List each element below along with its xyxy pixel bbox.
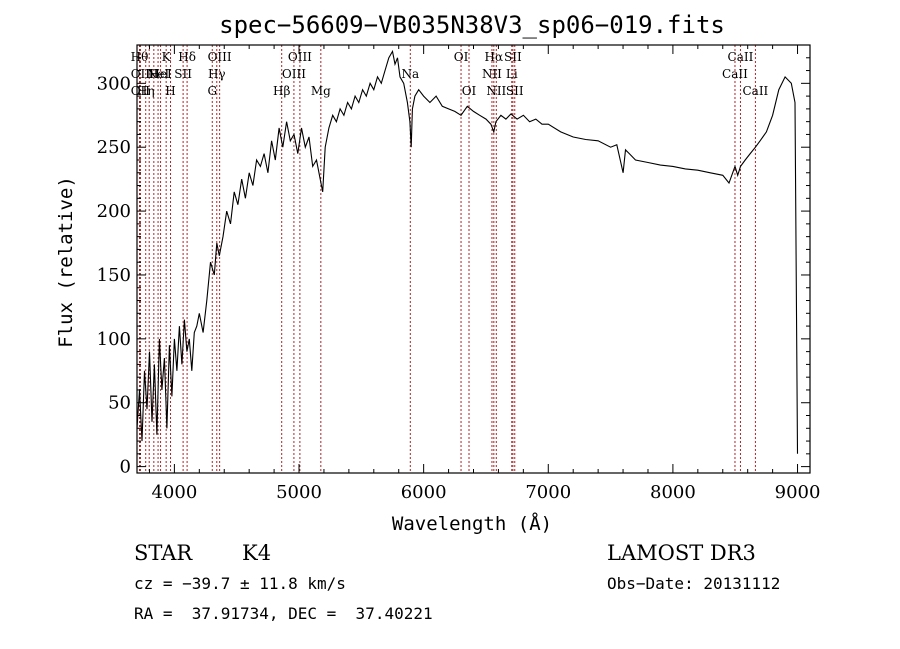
marker-label-25: Li xyxy=(506,67,518,81)
chart-title: spec−56609−VB035N38V3_sp06−019.fits xyxy=(219,11,725,39)
marker-label-14: OIII xyxy=(208,50,232,64)
y-tick-label-3: 150 xyxy=(97,265,131,286)
marker-label-7: HeI xyxy=(149,67,172,81)
x-axis-label: Wavelength (Å) xyxy=(392,512,552,535)
marker-label-28: CaII xyxy=(722,67,748,81)
marker-label-11: Hδ xyxy=(178,50,196,64)
x-axis-ticks: 4000 5000 6000 7000 8000 9000 xyxy=(148,45,821,503)
redshift-readout: cz = −39.7 ± 11.8 km/s xyxy=(134,574,346,593)
object-class: STAR xyxy=(134,541,193,565)
emission-line-labels: HθOIIOIIHηHNeIHeIKHSIIHδGHγOIIIHβOIIIOII… xyxy=(131,50,769,98)
x-tick-label-5: 9000 xyxy=(775,482,821,503)
marker-label-15: Hβ xyxy=(273,84,290,98)
marker-label-26: SII xyxy=(504,50,522,64)
marker-label-5: H xyxy=(149,67,159,81)
marker-label-16: OIII xyxy=(282,67,306,81)
marker-label-1: OII xyxy=(131,67,151,81)
marker-label-10: SII xyxy=(174,67,192,81)
y-axis-ticks: 0 50 100 150 200 250 300 xyxy=(97,57,810,478)
emission-line-markers xyxy=(138,45,756,473)
marker-label-18: Mg xyxy=(311,84,331,98)
marker-label-6: NeI xyxy=(147,67,170,81)
plot-frame xyxy=(136,44,811,474)
survey-name: LAMOST DR3 xyxy=(607,541,756,565)
marker-label-8: K xyxy=(162,50,172,64)
y-tick-label-4: 200 xyxy=(97,201,131,222)
marker-label-29: CaII xyxy=(728,50,754,64)
coordinates-readout: RA = 37.91734, DEC = 37.40221 xyxy=(134,604,433,623)
x-tick-label-2: 6000 xyxy=(401,482,447,503)
x-tick-label-3: 7000 xyxy=(525,482,571,503)
marker-label-21: OI xyxy=(462,84,477,98)
marker-label-13: Hγ xyxy=(208,67,226,81)
spectral-subclass: K4 xyxy=(242,541,272,565)
marker-label-3: Hη xyxy=(137,84,155,98)
marker-label-12: G xyxy=(207,84,217,98)
marker-label-17: OIII xyxy=(288,50,312,64)
y-tick-label-5: 250 xyxy=(97,137,131,158)
marker-label-23: Hα xyxy=(485,50,504,64)
marker-label-24: NII xyxy=(486,84,506,98)
marker-label-19: Na xyxy=(401,67,419,81)
marker-label-9: H xyxy=(165,84,175,98)
marker-label-22: NII xyxy=(482,67,502,81)
marker-label-20: OI xyxy=(454,50,469,64)
y-tick-label-2: 100 xyxy=(97,329,131,350)
observation-date: Obs−Date: 20131112 xyxy=(607,574,781,593)
y-tick-label-1: 50 xyxy=(108,393,131,414)
marker-label-2: OII xyxy=(131,84,151,98)
y-tick-label-0: 0 xyxy=(120,457,131,478)
x-tick-label-4: 8000 xyxy=(650,482,696,503)
marker-label-30: CaII xyxy=(742,84,768,98)
y-axis-label: Flux (relative) xyxy=(55,176,77,348)
marker-label-0: Hθ xyxy=(131,50,149,64)
y-tick-label-6: 300 xyxy=(97,73,131,94)
x-tick-label-1: 5000 xyxy=(276,482,322,503)
marker-label-27: SII xyxy=(506,84,524,98)
spectrum-line xyxy=(136,49,799,454)
x-tick-label-0: 4000 xyxy=(151,482,197,503)
